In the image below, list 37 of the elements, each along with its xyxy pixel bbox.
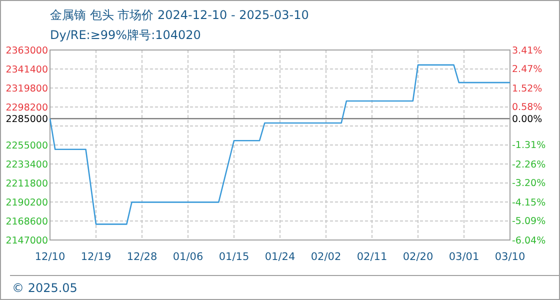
text: © 2025.05 (12, 281, 78, 295)
y-tick-label: 2285000 (6, 114, 48, 125)
y2-tick-label: -6.04% (512, 235, 546, 246)
y-tick-label: 2211800 (6, 178, 48, 190)
y2-tick-label: -4.15% (512, 197, 546, 208)
x-tick-label: 03/01 (448, 251, 480, 263)
y-tick-label: 2319800 (6, 83, 48, 94)
y-tick-label: 2233400 (6, 159, 48, 170)
y-tick-label: 2341400 (6, 64, 48, 76)
y2-tick-label: 3.41% (512, 45, 542, 56)
x-tick-label: 02/20 (402, 251, 434, 263)
x-tick-label: 01/06 (172, 251, 204, 263)
y-tick-label: 2190200 (6, 197, 48, 208)
x-tick-label: 02/02 (310, 251, 342, 263)
y2-tick-label: -5.09% (512, 216, 546, 228)
chart-subtitle: Dy/RE:≥99%牌号:104020 (50, 28, 201, 42)
x-tick-label: 03/10 (494, 251, 526, 263)
y2-tick-label: 0.58% (512, 102, 542, 114)
y2-tick-label: -3.20% (512, 178, 546, 190)
y-tick-label: 2255000 (6, 140, 48, 152)
x-tick-label: 01/15 (218, 251, 250, 263)
y-tick-label: 2363000 (6, 45, 48, 56)
chart-title: 金属镝 包头 市场价 2024-12-10 - 2025-03-10 (50, 8, 309, 22)
x-tick-label: 12/10 (34, 251, 66, 263)
y-tick-label: 2168600 (6, 216, 48, 228)
y2-tick-label: 0.00% (512, 114, 542, 125)
y2-tick-label: -1.31% (512, 140, 546, 152)
y-tick-label: 2147000 (6, 235, 48, 246)
y2-tick-label: 1.52% (512, 83, 542, 94)
y-tick-label: 2298200 (6, 102, 48, 114)
y2-tick-label: -2.26% (512, 159, 546, 170)
x-tick-label: 12/28 (126, 251, 158, 263)
x-tick-label: 12/19 (80, 251, 112, 263)
x-tick-label: 02/11 (356, 251, 388, 263)
y2-tick-label: 2.47% (512, 64, 542, 76)
x-tick-label: 01/24 (264, 251, 296, 263)
line-series (49, 64, 511, 225)
